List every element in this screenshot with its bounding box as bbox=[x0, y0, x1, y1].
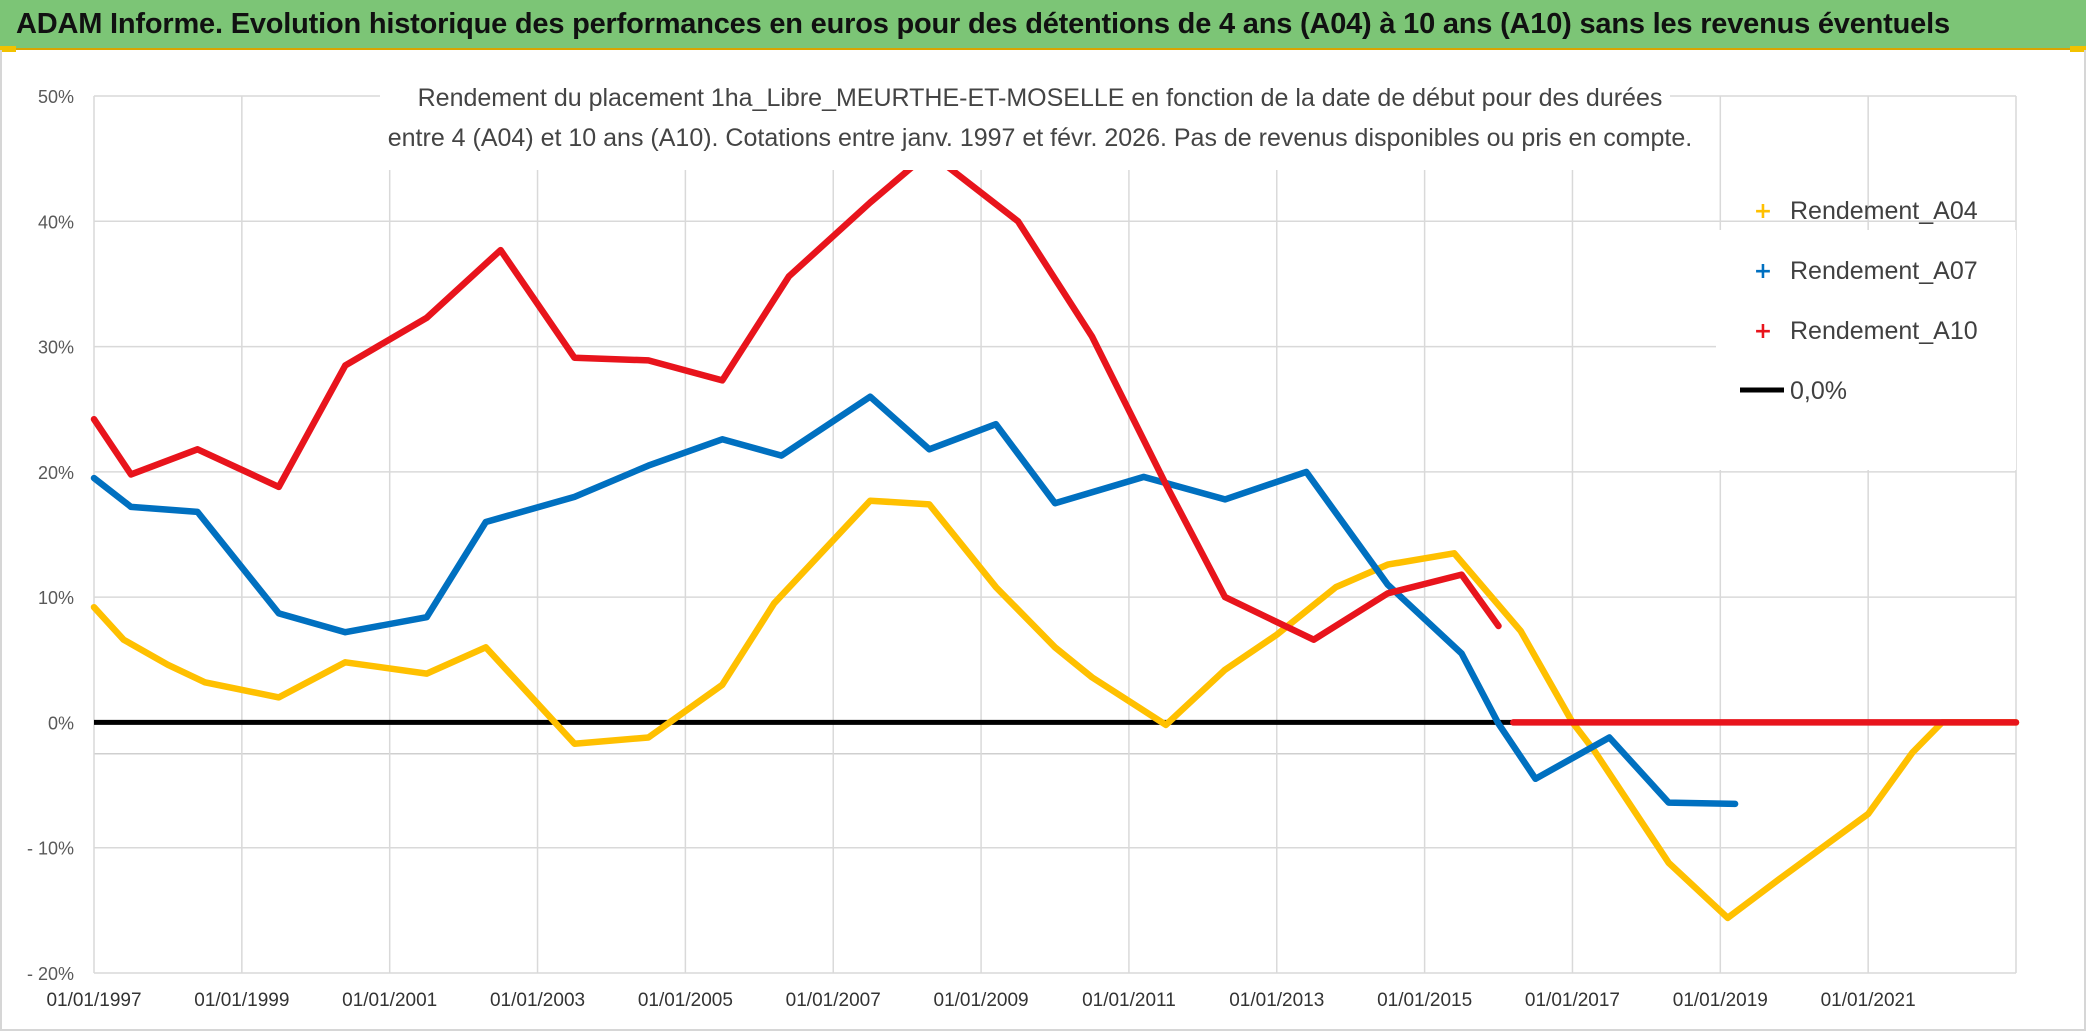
chart-title: Rendement du placement 1ha_Libre_MEURTHE… bbox=[380, 70, 1692, 170]
legend-marker: + bbox=[1754, 319, 1772, 344]
x-tick-label: 01/01/2001 bbox=[342, 990, 437, 1011]
corner-mark-left bbox=[0, 46, 16, 52]
legend-label: 0,0% bbox=[1790, 377, 1847, 405]
x-tick-label: 01/01/2005 bbox=[638, 990, 733, 1011]
legend-marker: + bbox=[1754, 199, 1772, 224]
x-tick-label: 01/01/1997 bbox=[46, 990, 141, 1011]
y-tick-label: - 20% bbox=[27, 964, 74, 984]
axis-labels: 50% 40% 30% 20% 10% 0% - 10% - 20% 01/01/1997 01/… bbox=[27, 87, 1916, 1011]
legend-label: Rendement_A10 bbox=[1790, 317, 1978, 345]
y-tick-label: 40% bbox=[38, 212, 74, 232]
series-line-rendement-a04 bbox=[90, 497, 2020, 922]
line-chart: 50% 40% 30% 20% 10% 0% - 10% - 20% 01/01/1997 01/… bbox=[27, 70, 2020, 1011]
y-tick-label: 0% bbox=[48, 713, 74, 733]
y-tick-label: 10% bbox=[38, 588, 74, 608]
y-tick-label: 30% bbox=[38, 338, 74, 358]
chart-title-line1: Rendement du placement 1ha_Libre_MEURTHE… bbox=[418, 84, 1663, 112]
corner-mark-right bbox=[2070, 46, 2086, 52]
legend: + Rendement_A04 + Rendement_A07 + Rendement_A… bbox=[1716, 197, 2016, 470]
x-tick-label: 01/01/2013 bbox=[1229, 990, 1324, 1011]
legend-label: Rendement_A04 bbox=[1790, 197, 1978, 225]
grid-lines bbox=[93, 95, 2017, 974]
y-tick-label: 50% bbox=[38, 87, 74, 107]
legend-background bbox=[1716, 230, 2016, 470]
x-tick-label: 01/01/2007 bbox=[786, 990, 881, 1011]
x-tick-label: 01/01/2019 bbox=[1673, 990, 1768, 1011]
chart-title-line2: entre 4 (A04) et 10 ans (A10). Cotations… bbox=[388, 124, 1692, 152]
x-tick-label: 01/01/1999 bbox=[194, 990, 289, 1011]
legend-label: Rendement_A07 bbox=[1790, 257, 1978, 285]
x-tick-label: 01/01/2003 bbox=[490, 990, 585, 1011]
page-title: ADAM Informe. Evolution historique des p… bbox=[16, 8, 1950, 40]
y-tick-label: 20% bbox=[38, 463, 74, 483]
x-tick-label: 01/01/2017 bbox=[1525, 990, 1620, 1011]
x-tick-label: 01/01/2009 bbox=[934, 990, 1029, 1011]
x-tick-label: 01/01/2015 bbox=[1377, 990, 1472, 1011]
header-bar: ADAM Informe. Evolution historique des p… bbox=[0, 0, 2086, 50]
x-tick-label: 01/01/2011 bbox=[1082, 990, 1176, 1011]
y-tick-label: - 10% bbox=[27, 839, 74, 859]
series-line-rendement-a07 bbox=[90, 393, 1739, 808]
chart-title-background bbox=[380, 70, 1670, 170]
series-line-rendement-a10 bbox=[90, 149, 1502, 643]
series-lines bbox=[90, 149, 2020, 922]
x-tick-label: 01/01/2021 bbox=[1821, 990, 1916, 1011]
legend-marker: + bbox=[1754, 259, 1772, 284]
